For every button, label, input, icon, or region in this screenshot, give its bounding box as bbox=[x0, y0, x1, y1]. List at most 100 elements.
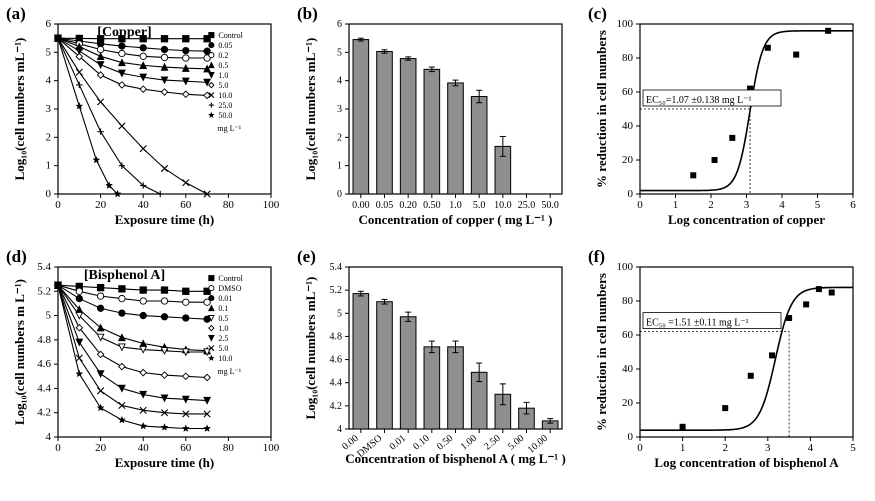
panel-e: (e)44.24.44.64.855.25.40.00DMSO0.010.100… bbox=[297, 247, 572, 485]
svg-text:2.5: 2.5 bbox=[218, 334, 228, 343]
svg-text:1: 1 bbox=[680, 442, 686, 454]
svg-text:2: 2 bbox=[337, 132, 342, 143]
svg-text:3: 3 bbox=[744, 199, 750, 211]
svg-text:% reduction in cell numbers: % reduction in cell numbers bbox=[594, 30, 609, 188]
svg-text:0: 0 bbox=[46, 188, 52, 200]
panel-tag: (a) bbox=[6, 4, 26, 24]
panel-b-svg: 01234560.000.050.200.501.05.010.025.050.… bbox=[297, 4, 572, 242]
svg-text:mg L⁻¹: mg L⁻¹ bbox=[217, 124, 241, 133]
svg-text:4.8: 4.8 bbox=[37, 334, 51, 346]
svg-text:0.1: 0.1 bbox=[218, 304, 228, 313]
svg-text:0.5: 0.5 bbox=[218, 314, 228, 323]
panel-tag: (c) bbox=[588, 4, 607, 24]
svg-text:2: 2 bbox=[46, 131, 52, 143]
svg-text:60: 60 bbox=[622, 86, 634, 98]
svg-text:20: 20 bbox=[95, 442, 107, 454]
svg-text:2.50: 2.50 bbox=[482, 433, 502, 453]
svg-text:100: 100 bbox=[617, 261, 634, 273]
svg-text:EC₅₀ =1.51 ±0.11 mg L⁻¹: EC₅₀ =1.51 ±0.11 mg L⁻¹ bbox=[646, 318, 749, 329]
svg-text:0.01: 0.01 bbox=[218, 294, 232, 303]
svg-text:0: 0 bbox=[637, 199, 643, 211]
svg-text:0.10: 0.10 bbox=[411, 433, 431, 453]
svg-text:DMSO: DMSO bbox=[218, 284, 241, 293]
svg-text:0: 0 bbox=[628, 188, 634, 200]
svg-text:Exposure time (h): Exposure time (h) bbox=[115, 455, 214, 470]
svg-text:Log concentration of copper: Log concentration of copper bbox=[668, 212, 825, 227]
svg-text:5.0: 5.0 bbox=[218, 344, 228, 353]
svg-text:Control: Control bbox=[218, 31, 243, 40]
svg-text:4.8: 4.8 bbox=[330, 331, 343, 342]
svg-text:5: 5 bbox=[337, 47, 342, 58]
svg-text:0.50: 0.50 bbox=[423, 200, 441, 211]
svg-text:0.2: 0.2 bbox=[218, 51, 228, 60]
svg-text:EC₅₀=1.07 ±0.138 mg L⁻¹: EC₅₀=1.07 ±0.138 mg L⁻¹ bbox=[646, 95, 752, 106]
svg-text:4.2: 4.2 bbox=[330, 401, 343, 412]
panel-d: (d)44.24.44.64.855.25.4020406080100Expos… bbox=[6, 247, 281, 485]
panel-f-svg: 020406080100012345Log concentration of b… bbox=[588, 247, 863, 485]
svg-text:100: 100 bbox=[263, 442, 280, 454]
svg-text:1: 1 bbox=[673, 199, 679, 211]
svg-text:5.00: 5.00 bbox=[506, 433, 526, 453]
svg-text:20: 20 bbox=[622, 154, 634, 166]
svg-text:0.00: 0.00 bbox=[352, 200, 370, 211]
svg-text:0: 0 bbox=[637, 442, 643, 454]
svg-text:25.0: 25.0 bbox=[518, 200, 536, 211]
svg-text:40: 40 bbox=[138, 442, 150, 454]
svg-text:6: 6 bbox=[850, 199, 856, 211]
svg-text:60: 60 bbox=[180, 199, 192, 211]
svg-text:40: 40 bbox=[622, 120, 634, 132]
svg-text:4.4: 4.4 bbox=[330, 378, 343, 389]
svg-text:80: 80 bbox=[622, 295, 634, 307]
svg-text:20: 20 bbox=[95, 199, 107, 211]
svg-text:0: 0 bbox=[55, 199, 61, 211]
svg-text:5.0: 5.0 bbox=[473, 200, 486, 211]
svg-text:0: 0 bbox=[55, 442, 61, 454]
svg-text:0.05: 0.05 bbox=[376, 200, 394, 211]
svg-text:3: 3 bbox=[765, 442, 771, 454]
svg-text:Log₁₀(cell numbers m L⁻¹): Log₁₀(cell numbers m L⁻¹) bbox=[12, 279, 27, 425]
svg-text:0.50: 0.50 bbox=[435, 433, 455, 453]
panel-a: (a)0123456020406080100Exposure time (h)L… bbox=[6, 4, 281, 242]
panel-a-svg: 0123456020406080100Exposure time (h)Log₁… bbox=[6, 4, 281, 242]
svg-text:1: 1 bbox=[337, 161, 342, 172]
svg-text:40: 40 bbox=[138, 199, 150, 211]
svg-text:2: 2 bbox=[708, 199, 714, 211]
svg-text:% reduction in cell numbers: % reduction in cell numbers bbox=[594, 273, 609, 431]
svg-text:4: 4 bbox=[808, 442, 814, 454]
svg-text:10.0: 10.0 bbox=[494, 200, 512, 211]
svg-text:80: 80 bbox=[223, 442, 235, 454]
svg-text:80: 80 bbox=[622, 52, 634, 64]
svg-text:0.20: 0.20 bbox=[399, 200, 417, 211]
svg-text:Concentration of copper ( mg: Concentration of copper ( mg L⁻¹ ) bbox=[359, 212, 553, 227]
panel-tag: (b) bbox=[297, 4, 318, 24]
svg-text:1.00: 1.00 bbox=[459, 433, 479, 453]
svg-text:4.4: 4.4 bbox=[37, 382, 51, 394]
panel-d-svg: 44.24.44.64.855.25.4020406080100Exposure… bbox=[6, 247, 281, 485]
svg-text:1: 1 bbox=[46, 160, 52, 172]
svg-text:Exposure time (h): Exposure time (h) bbox=[115, 212, 214, 227]
svg-text:5: 5 bbox=[46, 310, 52, 322]
svg-text:5.2: 5.2 bbox=[37, 285, 51, 297]
svg-text:0: 0 bbox=[628, 431, 634, 443]
svg-text:3: 3 bbox=[337, 104, 342, 115]
svg-text:50.0: 50.0 bbox=[218, 111, 232, 120]
svg-text:100: 100 bbox=[263, 199, 280, 211]
panel-tag: (d) bbox=[6, 247, 27, 267]
svg-text:60: 60 bbox=[622, 329, 634, 341]
svg-text:5: 5 bbox=[850, 442, 856, 454]
svg-text:5.2: 5.2 bbox=[330, 285, 343, 296]
svg-text:4: 4 bbox=[337, 424, 342, 435]
svg-text:4: 4 bbox=[46, 431, 52, 443]
svg-text:1.0: 1.0 bbox=[218, 324, 228, 333]
svg-text:25.0: 25.0 bbox=[218, 101, 232, 110]
svg-text:60: 60 bbox=[180, 442, 192, 454]
svg-text:0.05: 0.05 bbox=[218, 41, 232, 50]
svg-text:4.6: 4.6 bbox=[330, 355, 343, 366]
svg-text:10.0: 10.0 bbox=[218, 91, 232, 100]
panel-c: (c)0204060801000123456Log concentration … bbox=[588, 4, 863, 242]
panel-tag: (f) bbox=[588, 247, 605, 267]
svg-text:4.2: 4.2 bbox=[37, 407, 51, 419]
svg-text:5.4: 5.4 bbox=[37, 261, 51, 273]
svg-text:4: 4 bbox=[337, 76, 342, 87]
svg-text:1.0: 1.0 bbox=[218, 71, 228, 80]
